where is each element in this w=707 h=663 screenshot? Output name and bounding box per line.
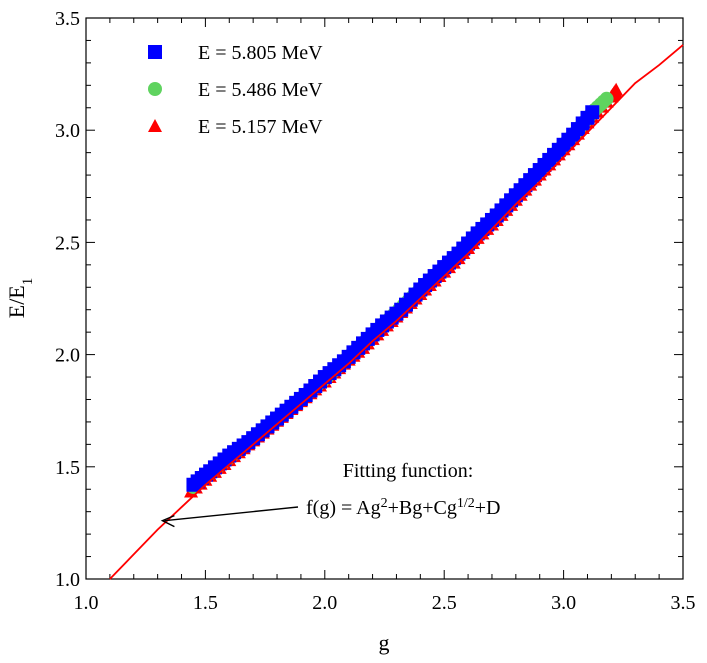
y-tick-label: 1.5 — [55, 457, 80, 479]
plot-frame — [85, 17, 684, 580]
annotation-arrow-head — [160, 515, 175, 528]
x-tick-label: 3.0 — [551, 592, 576, 614]
axis-tick-labels: 1.0 1.5 2.0 2.5 3.0 3.5 1.0 1.5 2.0 2.5 3.0 3.5 — [55, 8, 696, 614]
data-point-circle-fill — [596, 94, 611, 109]
legend-marker-circle — [148, 82, 162, 96]
legend: E = 5.805 MeV E = 5.486 MeV E = 5.157 MeV — [148, 42, 323, 138]
x-tick-label: 3.5 — [671, 592, 696, 614]
legend-label: E = 5.805 MeV — [198, 42, 323, 64]
axis-ticks — [85, 17, 684, 580]
data-layer — [109, 44, 684, 580]
fit-annotation: Fitting function: f(g) = Ag2+Bg+Cg1/2+D — [160, 460, 500, 528]
y-tick-label: 2.0 — [55, 345, 80, 367]
y-tick-label: 2.5 — [55, 232, 80, 254]
data-point-square-fill — [580, 110, 595, 125]
data-point-square-fill — [561, 132, 576, 147]
x-axis-label: g — [379, 630, 390, 655]
legend-label: E = 5.486 MeV — [198, 79, 323, 101]
annotation-arrow-line — [164, 506, 299, 522]
y-tick-label: 3.0 — [55, 120, 80, 142]
x-tick-label: 2.0 — [312, 592, 337, 614]
x-tick-label: 1.0 — [74, 592, 99, 614]
legend-marker-triangle — [148, 119, 162, 132]
annotation-formula: f(g) = Ag2+Bg+Cg1/2+D — [306, 496, 500, 520]
fit-curve-line — [109, 44, 684, 580]
legend-marker-square — [148, 45, 162, 59]
y-tick-label: 1.0 — [55, 569, 80, 591]
legend-label: E = 5.157 MeV — [198, 116, 323, 138]
series-square — [186, 105, 600, 492]
y-axis-label: E/E1 — [4, 278, 36, 319]
annotation-title: Fitting function: — [343, 460, 474, 482]
x-tick-label: 2.5 — [432, 592, 457, 614]
x-tick-label: 1.5 — [193, 592, 218, 614]
y-tick-label: 3.5 — [55, 8, 80, 30]
